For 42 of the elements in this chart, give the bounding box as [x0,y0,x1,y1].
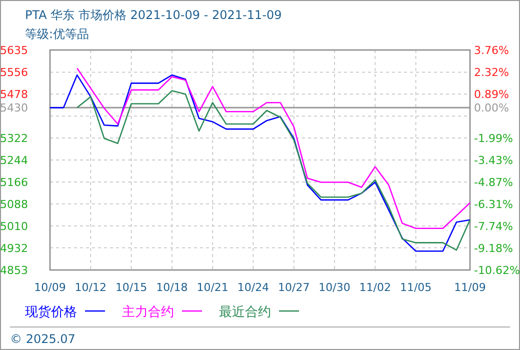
y2-tick-label: -1.99% [474,132,513,145]
legend-label: 主力合约 [122,304,174,320]
x-tick-label: 10/18 [156,281,188,294]
y-tick-label: 5010 [0,220,28,233]
line-series [49,74,471,252]
x-tick-label: 10/12 [74,281,106,294]
x-tick-label: 10/21 [196,281,228,294]
y-tick-label: 5430 [0,102,28,115]
y2-tick-label: 3.76% [474,44,509,57]
line-series [76,90,471,251]
line-series [76,68,471,230]
x-tick-label: 10/30 [318,281,350,294]
y2-tick-label: -3.43% [474,154,513,167]
x-tick-label: 11/02 [359,281,392,294]
legend-label: 现货价格 [25,305,77,320]
y-tick-label: 4853 [0,264,28,277]
y-tick-label: 5244 [0,154,28,167]
x-tick-label: 10/27 [278,281,310,294]
x-tick-label: 11/09 [454,281,486,294]
y2-tick-label: -4.87% [474,176,513,190]
y2-tick-label: 0.89% [474,88,509,101]
text: © 2025.07 [10,332,76,346]
x-tick-label: 11/05 [400,281,432,294]
chart-subtitle: 等级:优等品 [25,27,90,41]
y-tick-label: 5635 [0,44,28,57]
y2-tick-label: -10.62% [474,264,520,277]
x-tick-label: 10/15 [115,281,148,294]
x-tick-label: 10/24 [237,281,270,294]
y-tick-label: 5322 [0,132,28,146]
legend-label: 最近合约 [219,305,271,320]
y-tick-label: 5478 [0,88,28,102]
y2-tick-label: 0.00% [474,102,509,115]
y-tick-label: 5166 [0,176,28,189]
y2-tick-label: 2.32% [474,66,509,80]
y2-tick-label: -7.74% [474,220,513,233]
x-tick-label: 10/09 [34,281,66,294]
y-tick-label: 5556 [0,66,28,80]
chart-title: PTA 华东 市场价格 2021-10-09 - 2021-11-09 [25,8,282,22]
y-tick-label: 4932 [0,242,28,255]
y2-tick-label: -9.18% [474,242,513,255]
y2-tick-label: -6.31% [474,198,513,212]
y-tick-label: 5088 [0,198,28,211]
